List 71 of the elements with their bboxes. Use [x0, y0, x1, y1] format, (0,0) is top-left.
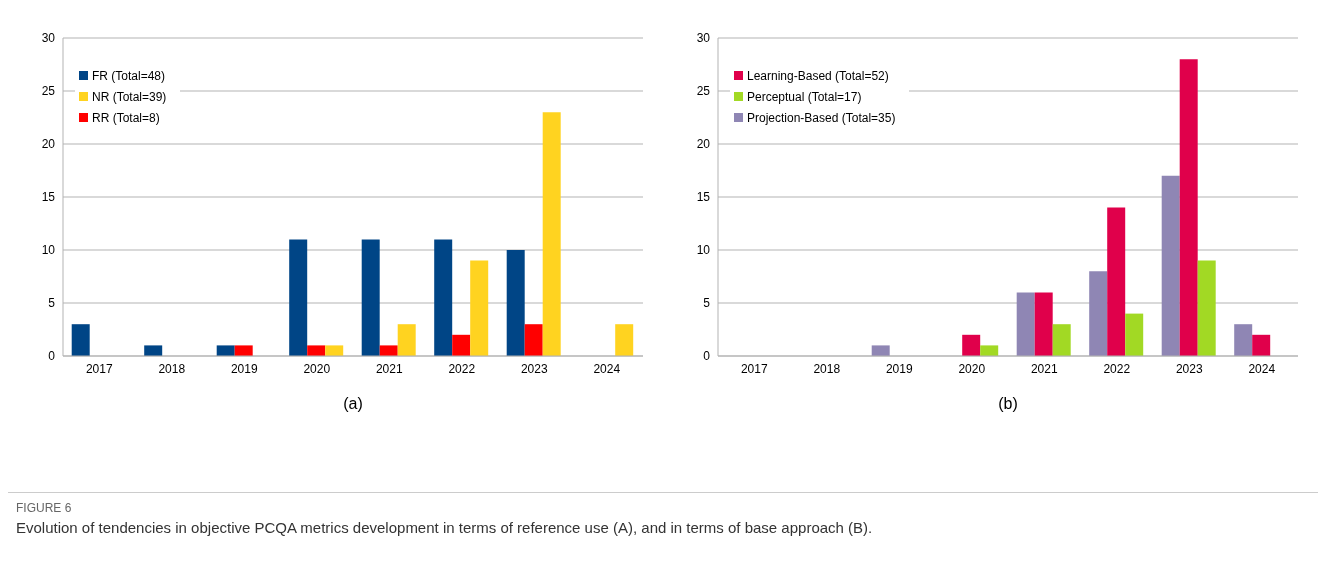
y-tick-label: 15	[696, 190, 711, 205]
bar	[1034, 292, 1053, 356]
x-tick-label: 2023	[1175, 361, 1203, 376]
x-tick-label: 2019	[230, 361, 258, 376]
bar	[1052, 324, 1071, 356]
bar	[506, 250, 525, 356]
y-tick-label: 0	[48, 349, 56, 364]
bar	[1125, 313, 1144, 356]
bar	[71, 324, 90, 356]
bar	[1234, 324, 1253, 356]
x-tick-label: 2023	[520, 361, 548, 376]
bar	[1197, 260, 1216, 356]
x-axis-title: (b)	[998, 395, 1018, 412]
bar	[1161, 175, 1180, 356]
x-tick-label: 2024	[593, 361, 621, 376]
x-tick-label: 2022	[448, 361, 476, 376]
bar	[1179, 59, 1198, 356]
y-tick-label: 30	[41, 31, 56, 46]
x-tick-label: 2024	[1248, 361, 1276, 376]
bar	[615, 324, 634, 356]
bar	[962, 334, 981, 356]
y-tick-label: 25	[696, 84, 711, 99]
legend-label: RR (Total=8)	[92, 111, 160, 125]
bar	[397, 324, 416, 356]
legend-label: Perceptual (Total=17)	[747, 90, 862, 104]
y-tick-label: 5	[703, 296, 711, 311]
bar	[1252, 334, 1271, 356]
x-tick-label: 2021	[1030, 361, 1058, 376]
bar	[524, 324, 543, 356]
legend-label: Projection-Based (Total=35)	[747, 111, 896, 125]
y-tick-label: 10	[696, 243, 711, 258]
bar	[470, 260, 489, 356]
x-tick-label: 2020	[303, 361, 331, 376]
x-tick-label: 2018	[813, 361, 841, 376]
y-tick-label: 20	[696, 137, 711, 152]
bar	[325, 345, 344, 356]
y-tick-label: 25	[41, 84, 56, 99]
y-tick-label: 10	[41, 243, 56, 258]
bar	[871, 345, 890, 356]
legend-label: Learning-Based (Total=52)	[747, 69, 889, 83]
x-tick-label: 2021	[375, 361, 403, 376]
bar	[144, 345, 163, 356]
x-tick-label: 2017	[85, 361, 113, 376]
bar	[289, 239, 308, 356]
bar	[1016, 292, 1035, 356]
legend-label: NR (Total=39)	[92, 90, 167, 104]
bar	[542, 112, 561, 356]
bar	[1107, 207, 1126, 356]
bar	[361, 239, 380, 356]
legend-label: FR (Total=48)	[92, 69, 166, 83]
y-tick-label: 15	[41, 190, 56, 205]
y-tick-label: 20	[41, 137, 56, 152]
x-axis-title: (a)	[343, 395, 363, 412]
bar	[980, 345, 999, 356]
x-tick-label: 2018	[158, 361, 186, 376]
bar	[216, 345, 235, 356]
y-tick-label: 0	[703, 349, 711, 364]
bar	[307, 345, 326, 356]
caption: FIGURE 6	[16, 501, 73, 515]
bar	[379, 345, 398, 356]
x-tick-label: 2022	[1103, 361, 1131, 376]
bar	[434, 239, 453, 356]
bar	[234, 345, 253, 356]
y-tick-label: 5	[48, 296, 56, 311]
x-tick-label: 2019	[885, 361, 913, 376]
bar	[452, 334, 471, 356]
bar	[1089, 271, 1108, 356]
x-tick-label: 2017	[740, 361, 768, 376]
text: Evolution of tendencies in objective PCQA metrics development in terms of reference use (A), and in terms of base approach (B).	[16, 519, 874, 536]
y-tick-label: 30	[696, 31, 711, 46]
x-tick-label: 2020	[958, 361, 986, 376]
